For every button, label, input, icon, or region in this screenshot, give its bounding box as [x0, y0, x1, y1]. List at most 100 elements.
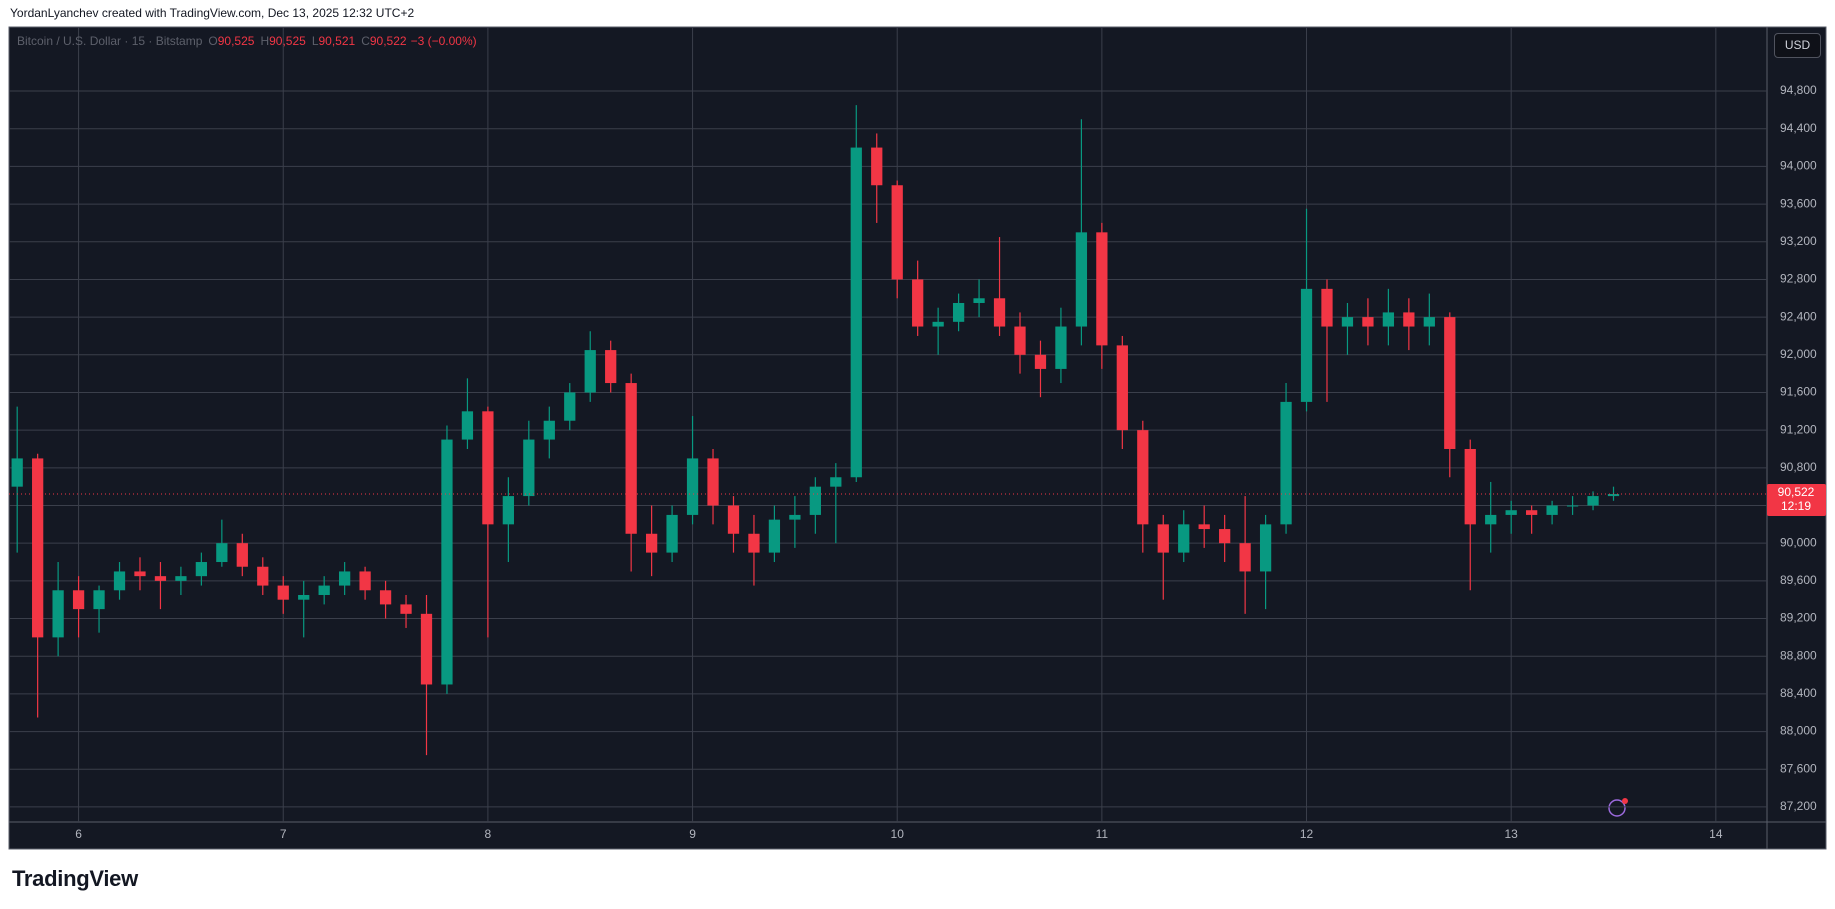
- ohlc-value: 90,522: [369, 34, 407, 48]
- candle-body: [1607, 494, 1620, 497]
- candle-body: [502, 496, 514, 525]
- y-tick-label: 93,200: [1780, 234, 1817, 248]
- candle-body: [891, 185, 903, 280]
- candle-body: [1014, 326, 1026, 355]
- legend: Bitcoin / U.S. Dollar · 15 · Bitstamp O90…: [17, 34, 477, 48]
- candle-body: [564, 392, 576, 421]
- candle-body: [461, 411, 474, 440]
- candle-body: [625, 383, 637, 534]
- candle-body: [52, 590, 64, 638]
- candle-body: [195, 562, 208, 577]
- x-tick-label: 7: [280, 827, 287, 841]
- candle-body: [768, 519, 781, 553]
- y-tick-label: 88,800: [1780, 648, 1817, 662]
- candle-body: [1485, 514, 1497, 525]
- candle-body: [973, 298, 985, 303]
- y-tick-label: 90,800: [1780, 460, 1817, 474]
- candle-body: [1341, 317, 1354, 327]
- candle-body: [400, 604, 412, 614]
- candle-body: [809, 486, 821, 515]
- candle-body: [830, 477, 842, 487]
- candle-body: [1137, 430, 1149, 525]
- candle-body: [1259, 524, 1272, 572]
- candle-body: [952, 302, 965, 322]
- ohlc-value: 90,525: [269, 34, 306, 48]
- last-price-label: 90,522: [1778, 485, 1815, 499]
- candle-body: [584, 350, 596, 393]
- candle-body: [1075, 232, 1088, 327]
- y-tick-label: 92,000: [1780, 347, 1817, 361]
- candle-body: [379, 590, 392, 605]
- candle-body: [420, 613, 433, 685]
- candle-body: [298, 594, 310, 600]
- y-tick-label: 88,000: [1780, 724, 1817, 738]
- x-tick-label: 12: [1300, 827, 1314, 841]
- change: −3 (−0.00%): [410, 34, 477, 48]
- candle-body: [113, 571, 126, 591]
- brand: TradingView: [12, 866, 138, 891]
- alert-dot: [1622, 798, 1628, 804]
- candle-body: [134, 571, 146, 577]
- candle-body: [1157, 524, 1169, 553]
- x-tick-label: 11: [1096, 827, 1109, 841]
- y-tick-label: 87,200: [1780, 799, 1817, 813]
- y-tick-label: 90,000: [1780, 535, 1817, 549]
- candle-body: [605, 350, 617, 384]
- candle-body: [1526, 510, 1538, 515]
- ohlc-key: H: [260, 34, 270, 48]
- candle-body: [645, 533, 658, 553]
- countdown: 12:19: [1781, 499, 1811, 513]
- candle-body: [1239, 543, 1251, 572]
- candle-body: [1198, 524, 1210, 530]
- candle-body: [318, 585, 330, 595]
- candle-body: [686, 458, 699, 515]
- candle-body: [257, 566, 269, 586]
- candle-body: [1587, 496, 1599, 506]
- x-tick-label: 9: [689, 827, 696, 841]
- candle-body: [1280, 401, 1292, 525]
- x-tick-label: 13: [1504, 827, 1518, 841]
- y-tick-label: 88,400: [1780, 686, 1817, 700]
- candle-body: [154, 576, 167, 581]
- alert-icon[interactable]: [1608, 799, 1626, 817]
- currency-button[interactable]: USD: [1774, 33, 1821, 58]
- candle-body: [1546, 505, 1558, 515]
- candle-body: [748, 533, 760, 553]
- candle-body: [277, 585, 289, 600]
- y-tick-label: 87,600: [1780, 761, 1817, 775]
- ohlc-item: C90,522: [361, 34, 406, 48]
- candle-body: [993, 298, 1006, 327]
- symbol: Bitcoin / U.S. Dollar · 15 · Bitstamp: [17, 34, 203, 48]
- y-tick-label: 92,800: [1780, 272, 1817, 286]
- attribution: YordanLyanchev created with TradingView.…: [10, 6, 415, 20]
- candle-body: [543, 420, 555, 440]
- ohlc-key: O: [208, 34, 218, 48]
- candle-body: [1321, 288, 1333, 327]
- ohlc-item: H90,525: [260, 34, 305, 48]
- ohlc-value: 90,525: [217, 34, 255, 48]
- y-tick-label: 89,600: [1780, 573, 1817, 587]
- candle-body: [1034, 354, 1047, 369]
- candle-body: [11, 458, 23, 487]
- candle-body: [359, 571, 371, 591]
- candle-body: [93, 590, 105, 610]
- candle-body: [932, 321, 944, 327]
- y-tick-label: 94,400: [1780, 121, 1817, 135]
- candle-body: [216, 543, 228, 563]
- candle-body: [1300, 288, 1313, 402]
- y-tick-label: 93,600: [1780, 196, 1817, 210]
- chart-panel: [8, 26, 1827, 850]
- candle-body: [523, 439, 535, 497]
- candle-body: [1116, 345, 1128, 431]
- candle-body: [1505, 510, 1517, 515]
- candle-body: [850, 147, 862, 478]
- y-tick-label: 91,200: [1780, 422, 1817, 436]
- last-price-box: [1767, 484, 1826, 517]
- ohlc-key: C: [361, 34, 370, 48]
- candle-body: [441, 439, 453, 685]
- y-tick-label: 91,600: [1780, 385, 1817, 399]
- candle-body: [32, 458, 44, 638]
- candle-body: [1444, 317, 1456, 449]
- candle-body: [1096, 232, 1108, 346]
